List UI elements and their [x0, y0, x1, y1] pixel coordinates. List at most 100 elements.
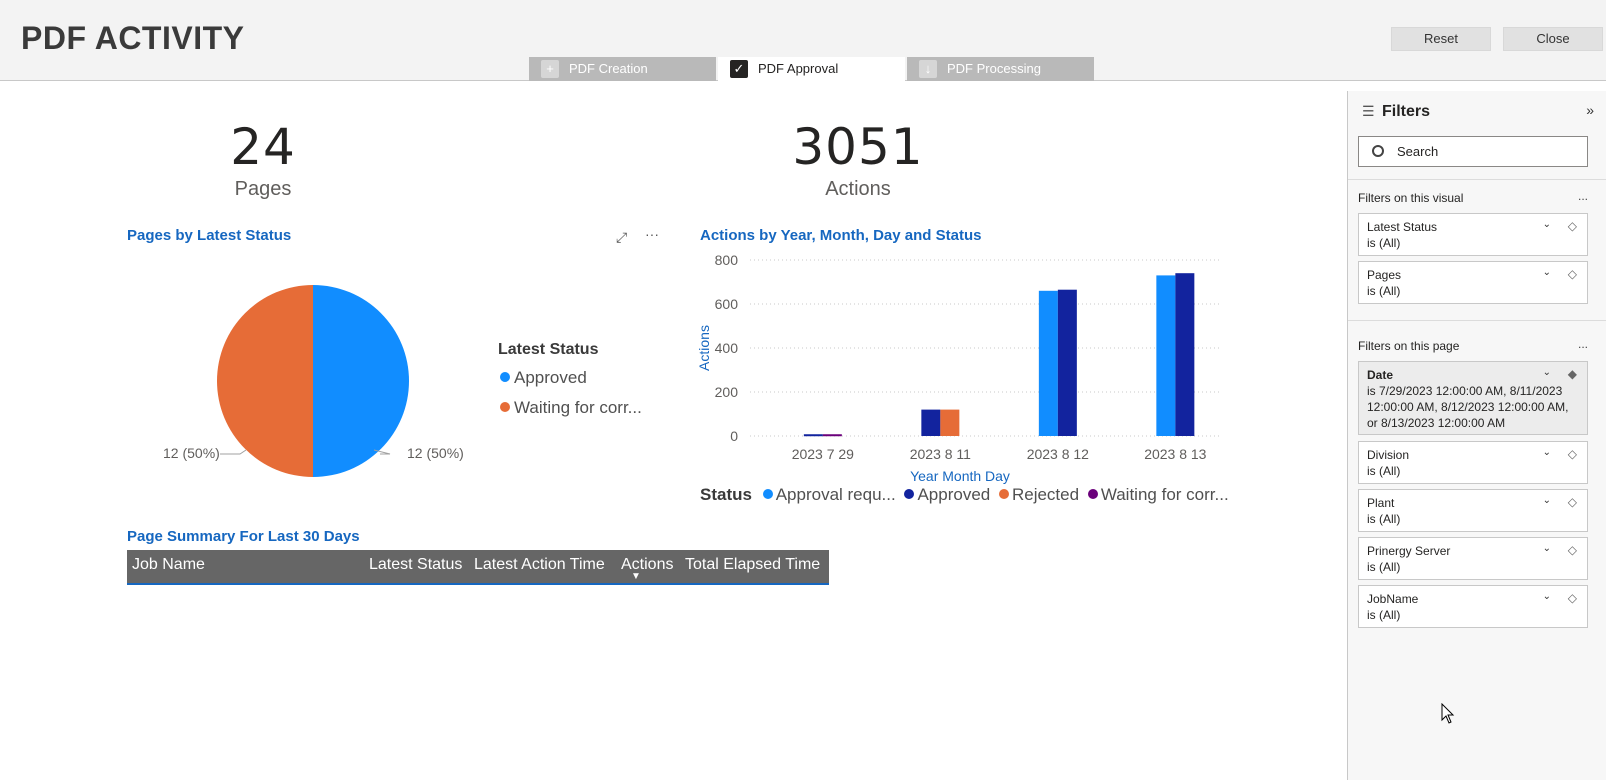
collapse-pane-icon[interactable]: » [1586, 102, 1594, 118]
pie-chart[interactable]: 12 (50%) 12 (50%) [150, 270, 480, 480]
x-tick-label: 2023 7 29 [792, 446, 854, 462]
eraser-icon[interactable]: ◆ [1567, 367, 1577, 381]
bar-2023-8-12-series-1[interactable] [1057, 289, 1077, 436]
bar-chart[interactable]: 0 200 400 600 800 2023 7 29 2023 8 11 2023 8 1… [690, 250, 1230, 485]
column-header-latest-action-time[interactable]: Latest Action Time [474, 556, 605, 573]
filter-card-plant[interactable]: Plant is (All) ⌄ ◇ [1358, 489, 1588, 532]
plus-icon: + [541, 60, 559, 78]
download-icon: ↓ [919, 60, 937, 78]
eraser-icon[interactable]: ◇ [1567, 447, 1577, 461]
bar-2023-8-12-series-0[interactable] [1038, 290, 1058, 436]
clipboard-check-icon: ✓ [730, 60, 748, 78]
chevron-down-icon[interactable]: ⌄ [1542, 591, 1551, 602]
eraser-icon[interactable]: ◇ [1567, 591, 1577, 605]
pie-legend-waiting[interactable]: Waiting for corr... [500, 398, 642, 418]
bar-legend-title: Status [700, 485, 752, 504]
legend-dot-icon [500, 402, 510, 412]
chevron-down-icon[interactable]: ⌄ [1542, 543, 1551, 554]
bar-2023-8-13-series-0[interactable] [1156, 275, 1176, 436]
pie-slice-approved[interactable] [313, 285, 409, 477]
search-icon [1372, 145, 1384, 157]
bar-x-axis-label: Year Month Day [910, 468, 1010, 484]
bar-chart-title: Actions by Year, Month, Day and Status [700, 227, 982, 244]
pie-leader-left [220, 449, 247, 455]
column-header-actions[interactable]: Actions [621, 556, 674, 573]
bar-2023-8-11-series-1[interactable] [921, 409, 941, 436]
close-button[interactable]: Close [1503, 27, 1603, 51]
kpi-actions-card: 3051 Actions [778, 118, 938, 201]
bar-legend-waiting[interactable]: Waiting for corr... [1087, 485, 1229, 504]
eraser-icon[interactable]: ◇ [1567, 267, 1577, 281]
bar-2023-8-13-series-1[interactable] [1175, 273, 1195, 436]
eraser-icon[interactable]: ◇ [1567, 495, 1577, 509]
pie-leader-right [373, 449, 391, 455]
bar-y-axis-label: Actions [696, 325, 712, 371]
focus-mode-icon[interactable]: ⤢ [616, 229, 628, 245]
chevron-down-icon[interactable]: ⌄ [1542, 367, 1551, 378]
page-filters-more-icon[interactable]: ... [1577, 337, 1588, 351]
y-tick-label: 600 [715, 296, 739, 312]
bar-legend-approved[interactable]: Approved [904, 485, 990, 504]
column-header-total-elapsed-time[interactable]: Total Elapsed Time [685, 556, 821, 573]
x-tick-label: 2023 8 11 [910, 446, 971, 462]
filter-funnel-icon: ☰ [1362, 103, 1375, 119]
legend-dot-icon [500, 372, 510, 382]
chevron-down-icon[interactable]: ⌄ [1542, 495, 1551, 506]
kpi-pages-value: 24 [230, 118, 296, 176]
y-tick-label: 0 [730, 428, 738, 444]
bar-2023-8-11-series-2[interactable] [940, 409, 960, 436]
bar-2023-7-29-series-3[interactable] [822, 434, 842, 437]
filter-card-prinergy-server[interactable]: Prinergy Server is (All) ⌄ ◇ [1358, 537, 1588, 580]
kpi-actions-label: Actions [825, 178, 891, 200]
filters-page-section-label: Filters on this page [1358, 339, 1460, 353]
tab-pdf-approval[interactable]: ✓ PDF Approval [718, 57, 905, 81]
more-options-icon[interactable]: ··· [645, 226, 659, 242]
filter-card-latest-status[interactable]: Latest Status is (All) ⌄ ◇ [1358, 213, 1588, 256]
y-tick-label: 200 [715, 384, 739, 400]
bar-legend-rejected[interactable]: Rejected [998, 485, 1079, 504]
tab-pdf-processing[interactable]: ↓ PDF Processing [907, 57, 1094, 81]
filter-card-date[interactable]: Date is 7/29/2023 12:00:00 AM, 8/11/2023… [1358, 361, 1588, 435]
eraser-icon[interactable]: ◇ [1567, 219, 1577, 233]
visual-filters-more-icon[interactable]: ... [1577, 189, 1588, 203]
tab-label: PDF Processing [947, 61, 1041, 76]
tab-label: PDF Approval [758, 61, 839, 76]
reset-button[interactable]: Reset [1391, 27, 1491, 51]
x-tick-label: 2023 8 12 [1027, 446, 1089, 462]
x-tick-label: 2023 8 13 [1144, 446, 1206, 462]
bar-legend-approval-requested[interactable]: Approval requ... [762, 485, 896, 504]
chevron-down-icon[interactable]: ⌄ [1542, 267, 1551, 278]
column-header-job-name[interactable]: Job Name [132, 556, 205, 573]
filter-card-jobname[interactable]: JobName is (All) ⌄ ◇ [1358, 585, 1588, 628]
report-header: PDF ACTIVITY Reset Close + PDF Creation … [0, 0, 1606, 81]
filters-title: Filters [1382, 103, 1431, 120]
kpi-pages-label: Pages [234, 178, 292, 200]
pie-chart-title: Pages by Latest Status [127, 227, 292, 244]
tab-label: PDF Creation [569, 61, 648, 76]
divider [1348, 320, 1606, 321]
chevron-down-icon[interactable]: ⌄ [1542, 219, 1551, 230]
legend-dot-icon [904, 489, 915, 499]
y-tick-label: 800 [715, 252, 739, 268]
filter-card-division[interactable]: Division is (All) ⌄ ◇ [1358, 441, 1588, 484]
filters-pane: ☰ Filters » Search Filters on this visua… [1347, 91, 1606, 780]
pie-slice-waiting[interactable] [217, 285, 313, 477]
tab-pdf-creation[interactable]: + PDF Creation [529, 57, 716, 81]
report-title: PDF ACTIVITY [21, 20, 245, 56]
kpi-pages-card: 24 Pages [213, 118, 313, 201]
mouse-cursor-icon [1441, 703, 1455, 724]
legend-dot-icon [762, 489, 773, 499]
bar-2023-7-29-series-1[interactable] [803, 434, 823, 437]
filters-search-input[interactable]: Search [1358, 136, 1588, 167]
column-header-latest-status[interactable]: Latest Status [369, 556, 463, 573]
eraser-icon[interactable]: ◇ [1567, 543, 1577, 557]
pie-legend-approved[interactable]: Approved [500, 368, 587, 388]
legend-dot-icon [998, 489, 1009, 499]
chevron-down-icon[interactable]: ⌄ [1542, 447, 1551, 458]
kpi-actions-value: 3051 [792, 118, 924, 176]
filter-card-pages[interactable]: Pages is (All) ⌄ ◇ [1358, 261, 1588, 304]
pie-data-label-right: 12 (50%) [407, 445, 464, 461]
table-header-row: Job Name Latest Status Latest Action Tim… [127, 550, 829, 585]
filters-visual-section-label: Filters on this visual [1358, 191, 1464, 205]
sort-descending-icon: ▼ [631, 571, 641, 582]
